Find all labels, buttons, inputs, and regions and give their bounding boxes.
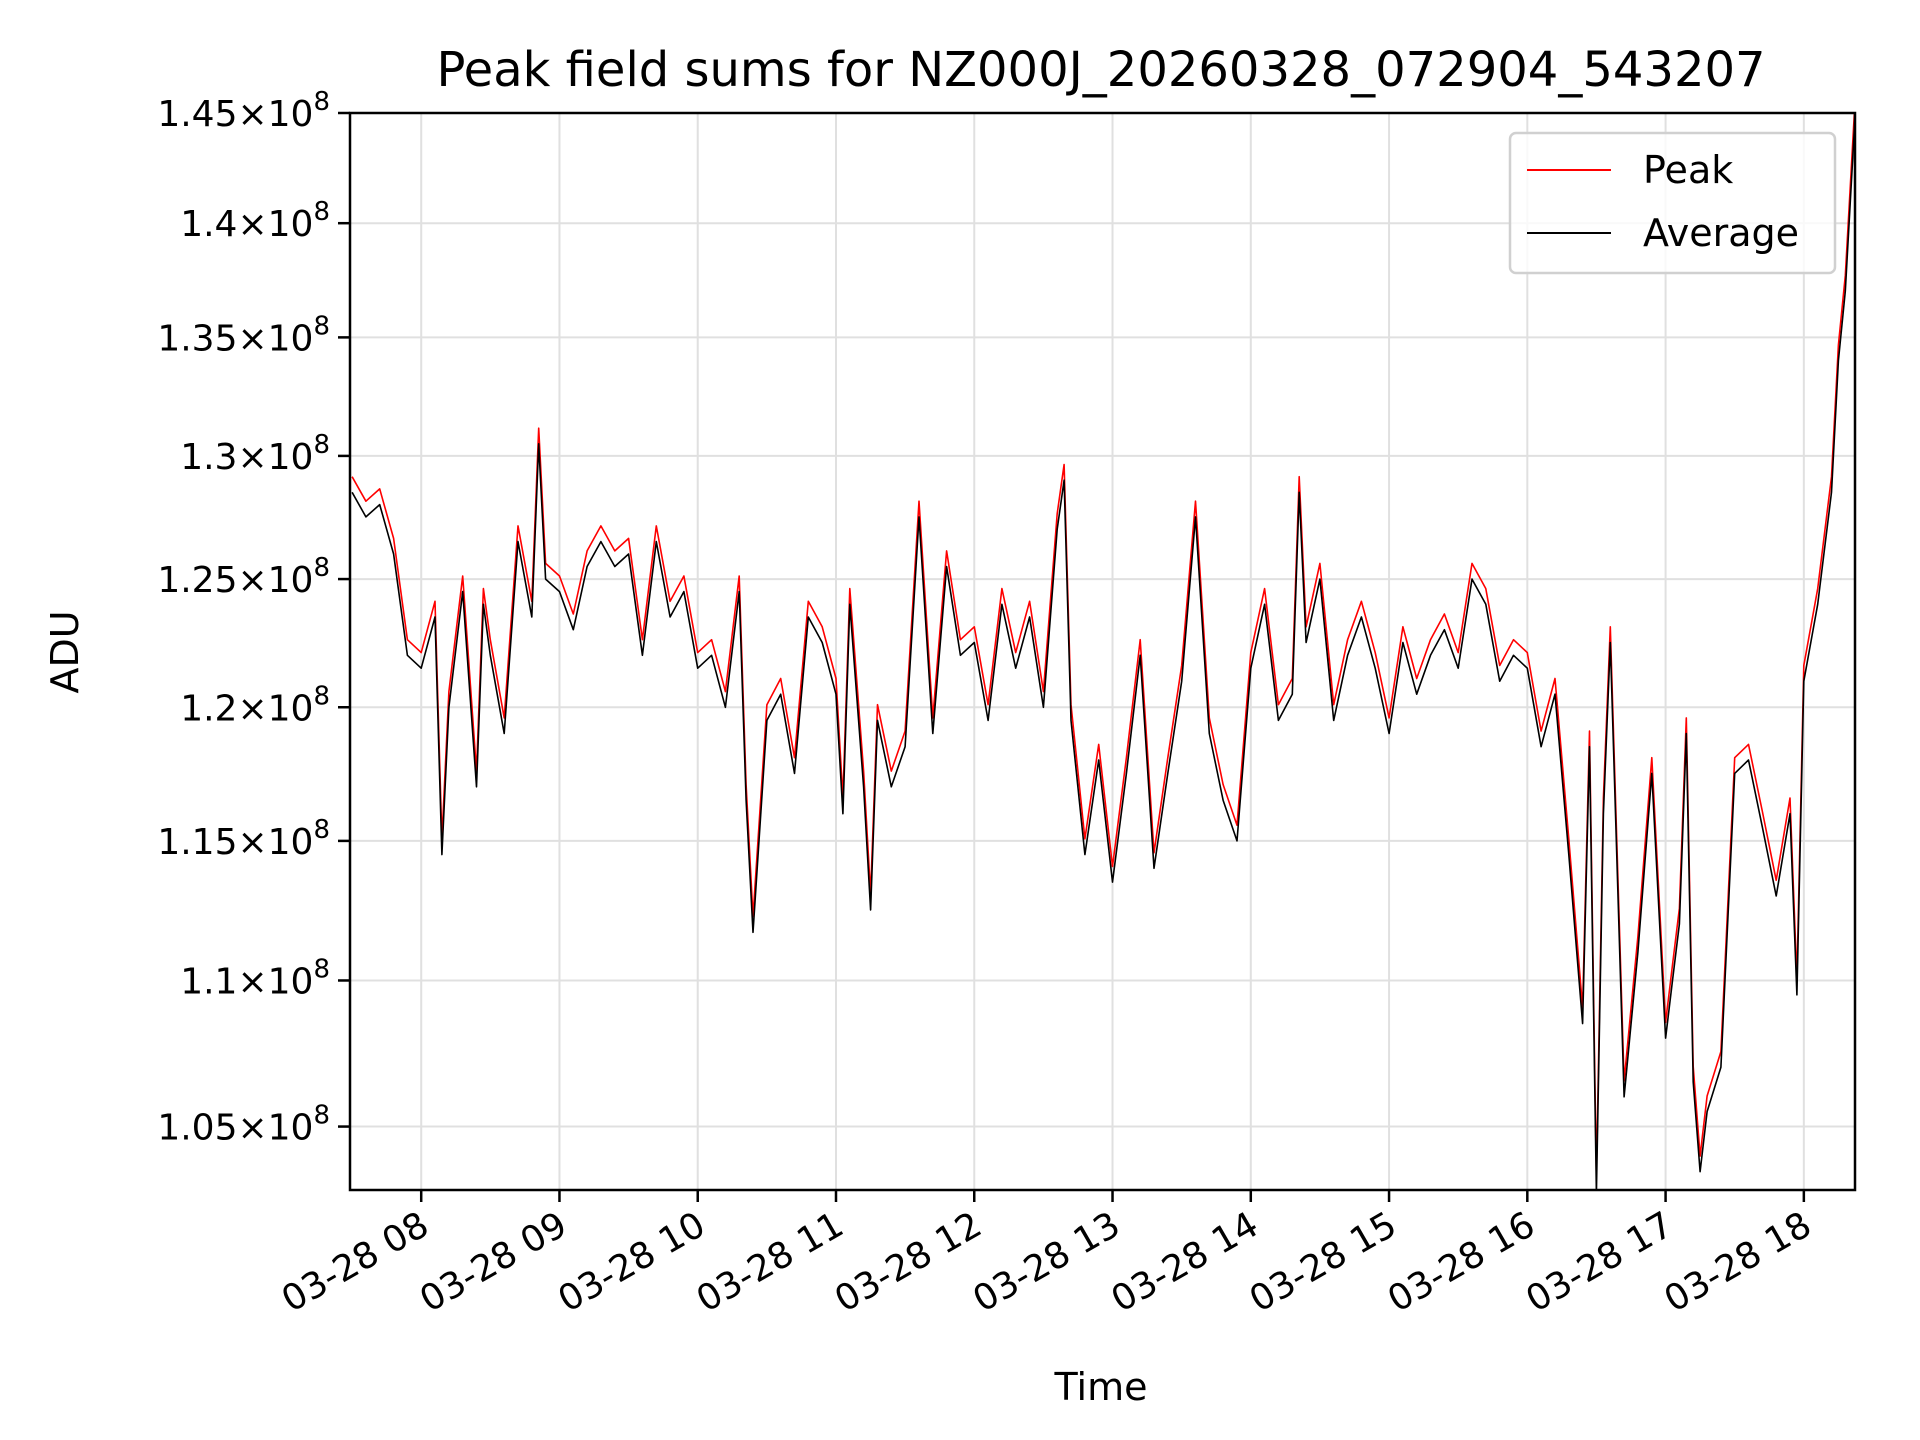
y-tick-mantissa: 1.45 xyxy=(157,94,237,135)
y-tick-mantissa: 1.1 xyxy=(180,961,237,1002)
legend-box xyxy=(1508,131,1837,275)
legend-label-peak: Peak xyxy=(1643,148,1733,192)
y-tick-label: 1.1×108 xyxy=(180,954,330,1002)
chart-title: Peak field sums for NZ000J_20260328_0729… xyxy=(436,42,1765,98)
y-tick-mantissa: 1.15 xyxy=(157,822,237,863)
y-tick-label: 1.3×108 xyxy=(180,430,330,478)
y-tick-mantissa: 1.4 xyxy=(180,204,237,245)
y-tick-mantissa: 1.2 xyxy=(180,688,237,729)
y-tick-exponent: 8 xyxy=(313,553,330,583)
series-group xyxy=(351,113,1855,1190)
y-tick-label: 1.05×108 xyxy=(157,1101,330,1149)
y-tick-exponent: 8 xyxy=(313,87,330,117)
y-tick-exponent: 8 xyxy=(313,815,330,845)
series-line-peak xyxy=(351,113,1855,1179)
y-tick-exponent: 8 xyxy=(313,197,330,227)
y-tick-mantissa: 1.3 xyxy=(180,437,237,478)
y-tick-mantissa: 1.35 xyxy=(157,318,237,359)
y-tick-mantissa: 1.25 xyxy=(157,560,237,601)
y-axis-label: ADU xyxy=(43,610,87,693)
y-tick-exponent: 8 xyxy=(313,954,330,984)
y-tick-label: 1.15×108 xyxy=(157,815,330,863)
legend-label-average: Average xyxy=(1643,211,1799,255)
x-axis-label: Time xyxy=(1054,1365,1148,1409)
y-tick-exponent: 8 xyxy=(313,1101,330,1131)
y-tick-mantissa: 1.05 xyxy=(157,1108,237,1149)
y-tick-exponent: 8 xyxy=(313,681,330,711)
series-line-average xyxy=(351,117,1855,1190)
y-tick-label: 1.45×108 xyxy=(157,87,330,135)
y-axis: 1.05×1081.1×1081.15×1081.2×1081.25×1081.… xyxy=(157,87,350,1149)
y-tick-label: 1.35×108 xyxy=(157,311,330,359)
legend: Peak Average xyxy=(1508,131,1837,275)
y-tick-label: 1.25×108 xyxy=(157,553,330,601)
plot-frame xyxy=(348,111,1857,1192)
y-tick-exponent: 8 xyxy=(313,430,330,460)
y-tick-exponent: 8 xyxy=(313,311,330,341)
y-tick-label: 1.2×108 xyxy=(180,681,330,729)
y-tick-label: 1.4×108 xyxy=(180,197,330,245)
